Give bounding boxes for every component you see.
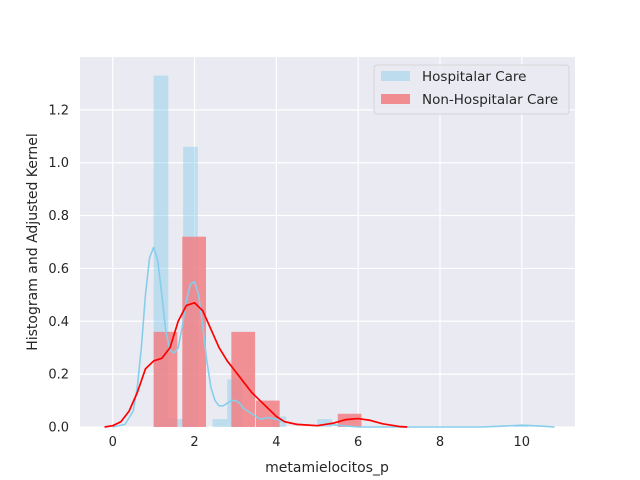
bars-layer — [153, 75, 529, 427]
y-axis-label: Histogram and Adjusted Kernel — [25, 133, 41, 351]
legend: Hospitalar Care Non-Hospitalar Care — [373, 64, 570, 115]
legend-label-non-hospitalar: Non-Hospitalar Care — [422, 92, 558, 108]
kde-layer — [104, 246, 555, 428]
non-hospitalar-bar — [231, 331, 256, 427]
x-axis-label: metamielocitos_p — [265, 460, 389, 476]
y-tick-label: 0.8 — [48, 209, 69, 224]
y-tick-label: 1.0 — [48, 156, 69, 171]
x-tick-label: 0 — [109, 435, 117, 450]
non-hospitalar-bar — [337, 413, 362, 427]
x-tick-label: 6 — [354, 435, 362, 450]
y-tick-label: 0.4 — [48, 315, 69, 330]
legend-label-hospitalar: Hospitalar Care — [422, 69, 526, 85]
legend-swatch-hospitalar — [381, 71, 410, 81]
non-hospitalar-bar — [182, 236, 206, 427]
y-tick-label: 0.0 — [48, 421, 69, 436]
x-tick-label: 10 — [514, 435, 531, 450]
x-tick-label: 2 — [190, 435, 198, 450]
x-tick-label: 8 — [436, 435, 444, 450]
ticks-layer: 0 2 4 6 8 10 0.0 0.2 0.4 0.6 0.8 1.0 1.2 — [48, 103, 530, 450]
non-hospitalar-bar — [153, 331, 178, 427]
hospitalar-bar — [212, 419, 228, 427]
hospitalar-bar — [317, 419, 332, 427]
y-tick-label: 0.2 — [48, 368, 69, 383]
non-hospitalar-kde-line — [104, 301, 408, 428]
y-tick-label: 1.2 — [48, 103, 69, 118]
x-tick-label: 4 — [272, 435, 280, 450]
non-hospitalar-bar — [255, 400, 280, 427]
hospitalar-bar — [513, 425, 529, 427]
y-tick-label: 0.6 — [48, 262, 69, 277]
legend-box — [373, 64, 570, 115]
hospitalar-kde-line — [112, 246, 555, 428]
legend-swatch-non-hospitalar — [381, 94, 410, 104]
